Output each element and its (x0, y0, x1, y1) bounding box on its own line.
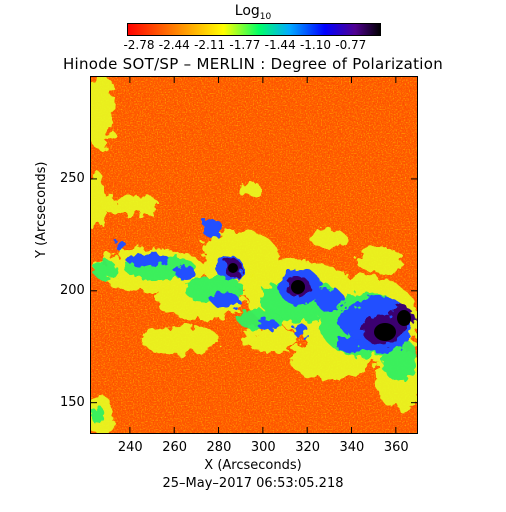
colorbar-title-main: Log (234, 3, 260, 19)
colorbar-tick-label: -0.77 (335, 38, 367, 52)
plot-title: Hinode SOT/SP – MERLIN : Degree of Polar… (62, 55, 444, 73)
x-tick-label: 360 (383, 440, 409, 455)
colorbar-tick-label: -1.10 (299, 38, 332, 52)
colorbar-tick-label: -1.44 (264, 38, 296, 52)
x-tick-label: 300 (250, 440, 276, 455)
y-axis-label: Y (Arcseconds) (34, 161, 49, 258)
y-tick-label: 150 (60, 394, 85, 410)
x-tick-label: 320 (295, 440, 321, 455)
colorbar-title-sub: 10 (259, 11, 272, 22)
colorbar-tick-label: -2.78 (123, 38, 155, 52)
colorbar-tick-label: -2.11 (194, 38, 226, 52)
x-tick-label: 340 (339, 440, 365, 455)
colorbar-title: Log10 (0, 3, 506, 22)
x-tick-label: 280 (206, 440, 232, 455)
y-tick-label: 200 (60, 282, 85, 298)
x-axis-label: X (Arcseconds) (204, 458, 302, 473)
y-tick-label: 250 (60, 170, 85, 186)
colorbar-tick-label: -2.44 (158, 38, 190, 52)
plot-frame (90, 76, 418, 434)
x-tick-label: 240 (117, 440, 143, 455)
x-tick-label: 260 (162, 440, 188, 455)
colorbar (127, 23, 381, 36)
date-label: 25–May–2017 06:53:05.218 (162, 476, 344, 491)
colorbar-tick-label: -1.77 (229, 38, 261, 52)
